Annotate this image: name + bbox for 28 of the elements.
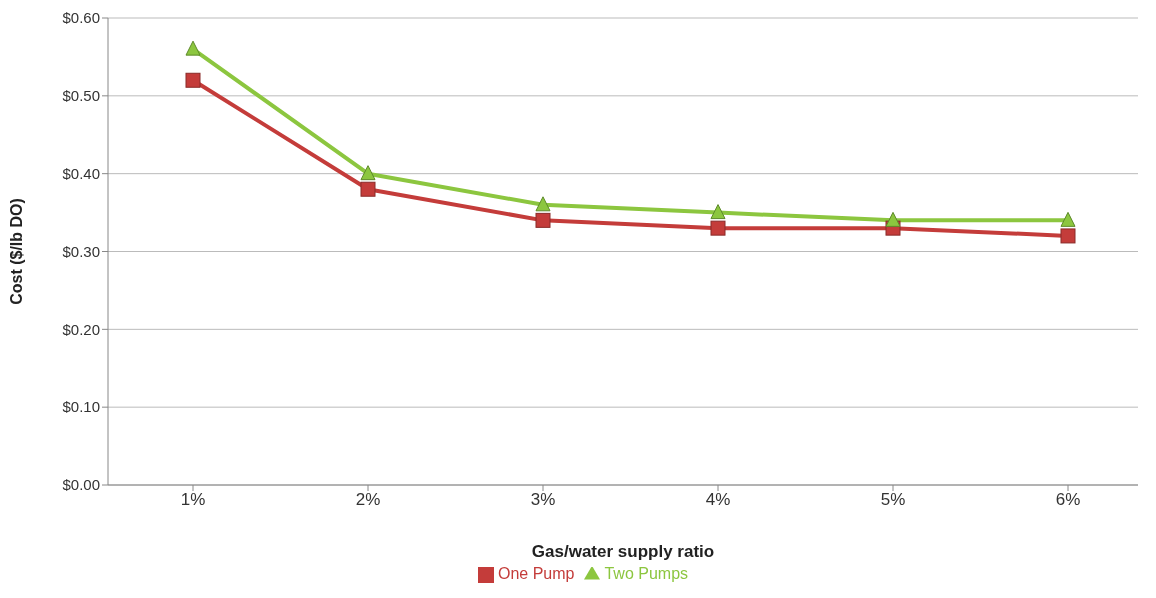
y-tick-label: $0.00 — [62, 476, 100, 494]
point — [710, 220, 726, 236]
point — [360, 165, 376, 181]
point — [535, 212, 551, 228]
point — [1060, 228, 1076, 244]
point — [710, 204, 726, 220]
point — [360, 181, 376, 197]
x-tick-label: 5% — [880, 490, 906, 510]
y-tick-label: $0.10 — [62, 398, 100, 416]
x-tick-label: 4% — [705, 490, 731, 510]
x-tick-label: 1% — [180, 490, 206, 510]
x-tick-label: 3% — [530, 490, 556, 510]
legend-label: One Pump — [497, 565, 575, 582]
y-axis-title: Cost ($/lb DO) — [7, 198, 25, 305]
x-tick-label: 6% — [1055, 490, 1081, 510]
y-tick-label: $0.60 — [62, 9, 100, 27]
point — [1060, 211, 1076, 227]
point — [535, 196, 551, 212]
y-tick-label: $0.50 — [62, 87, 100, 105]
x-tick-label: 2% — [355, 490, 381, 510]
point — [185, 72, 201, 88]
y-tick-label: $0.40 — [62, 164, 100, 182]
y-tick-label: $0.20 — [62, 320, 100, 338]
y-tick-label: $0.30 — [62, 242, 100, 260]
point — [885, 211, 901, 227]
point — [185, 40, 201, 56]
x-axis-title: Gas/water supply ratio — [531, 542, 715, 561]
legend-label: Two Pumps — [604, 565, 689, 582]
